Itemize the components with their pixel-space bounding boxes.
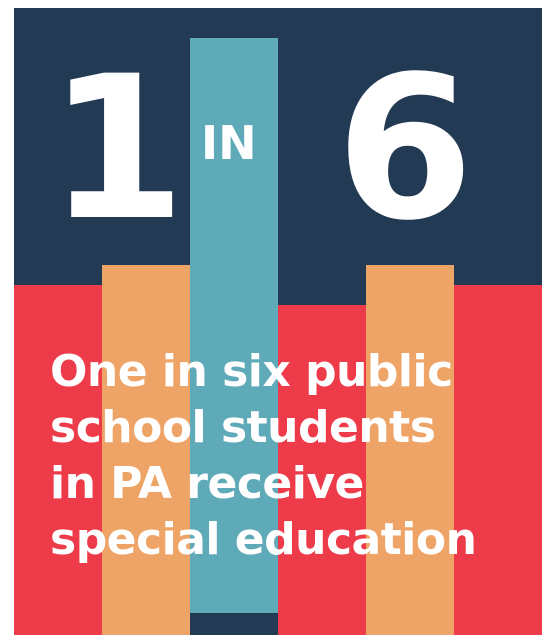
caption-line-1: One in six public bbox=[50, 346, 453, 397]
caption-line-4: special education bbox=[50, 514, 477, 565]
orange-bar-right bbox=[366, 265, 454, 635]
red-bar-right bbox=[454, 285, 542, 635]
red-bar-middle bbox=[278, 305, 366, 635]
orange-bar-left bbox=[102, 265, 190, 635]
headline-number-one: 1 bbox=[48, 33, 186, 264]
caption-line-2: school students bbox=[50, 402, 436, 453]
headline-connector-in: IN bbox=[201, 116, 257, 170]
headline-number-six: 6 bbox=[336, 33, 474, 264]
red-bar-left bbox=[14, 285, 102, 635]
caption-text: One in six public school students in PA … bbox=[50, 344, 530, 568]
teal-bar-center bbox=[190, 38, 278, 613]
infographic-panel: 1 IN 6 One in six public school students… bbox=[14, 8, 542, 635]
caption-line-3: in PA receive bbox=[50, 458, 364, 509]
